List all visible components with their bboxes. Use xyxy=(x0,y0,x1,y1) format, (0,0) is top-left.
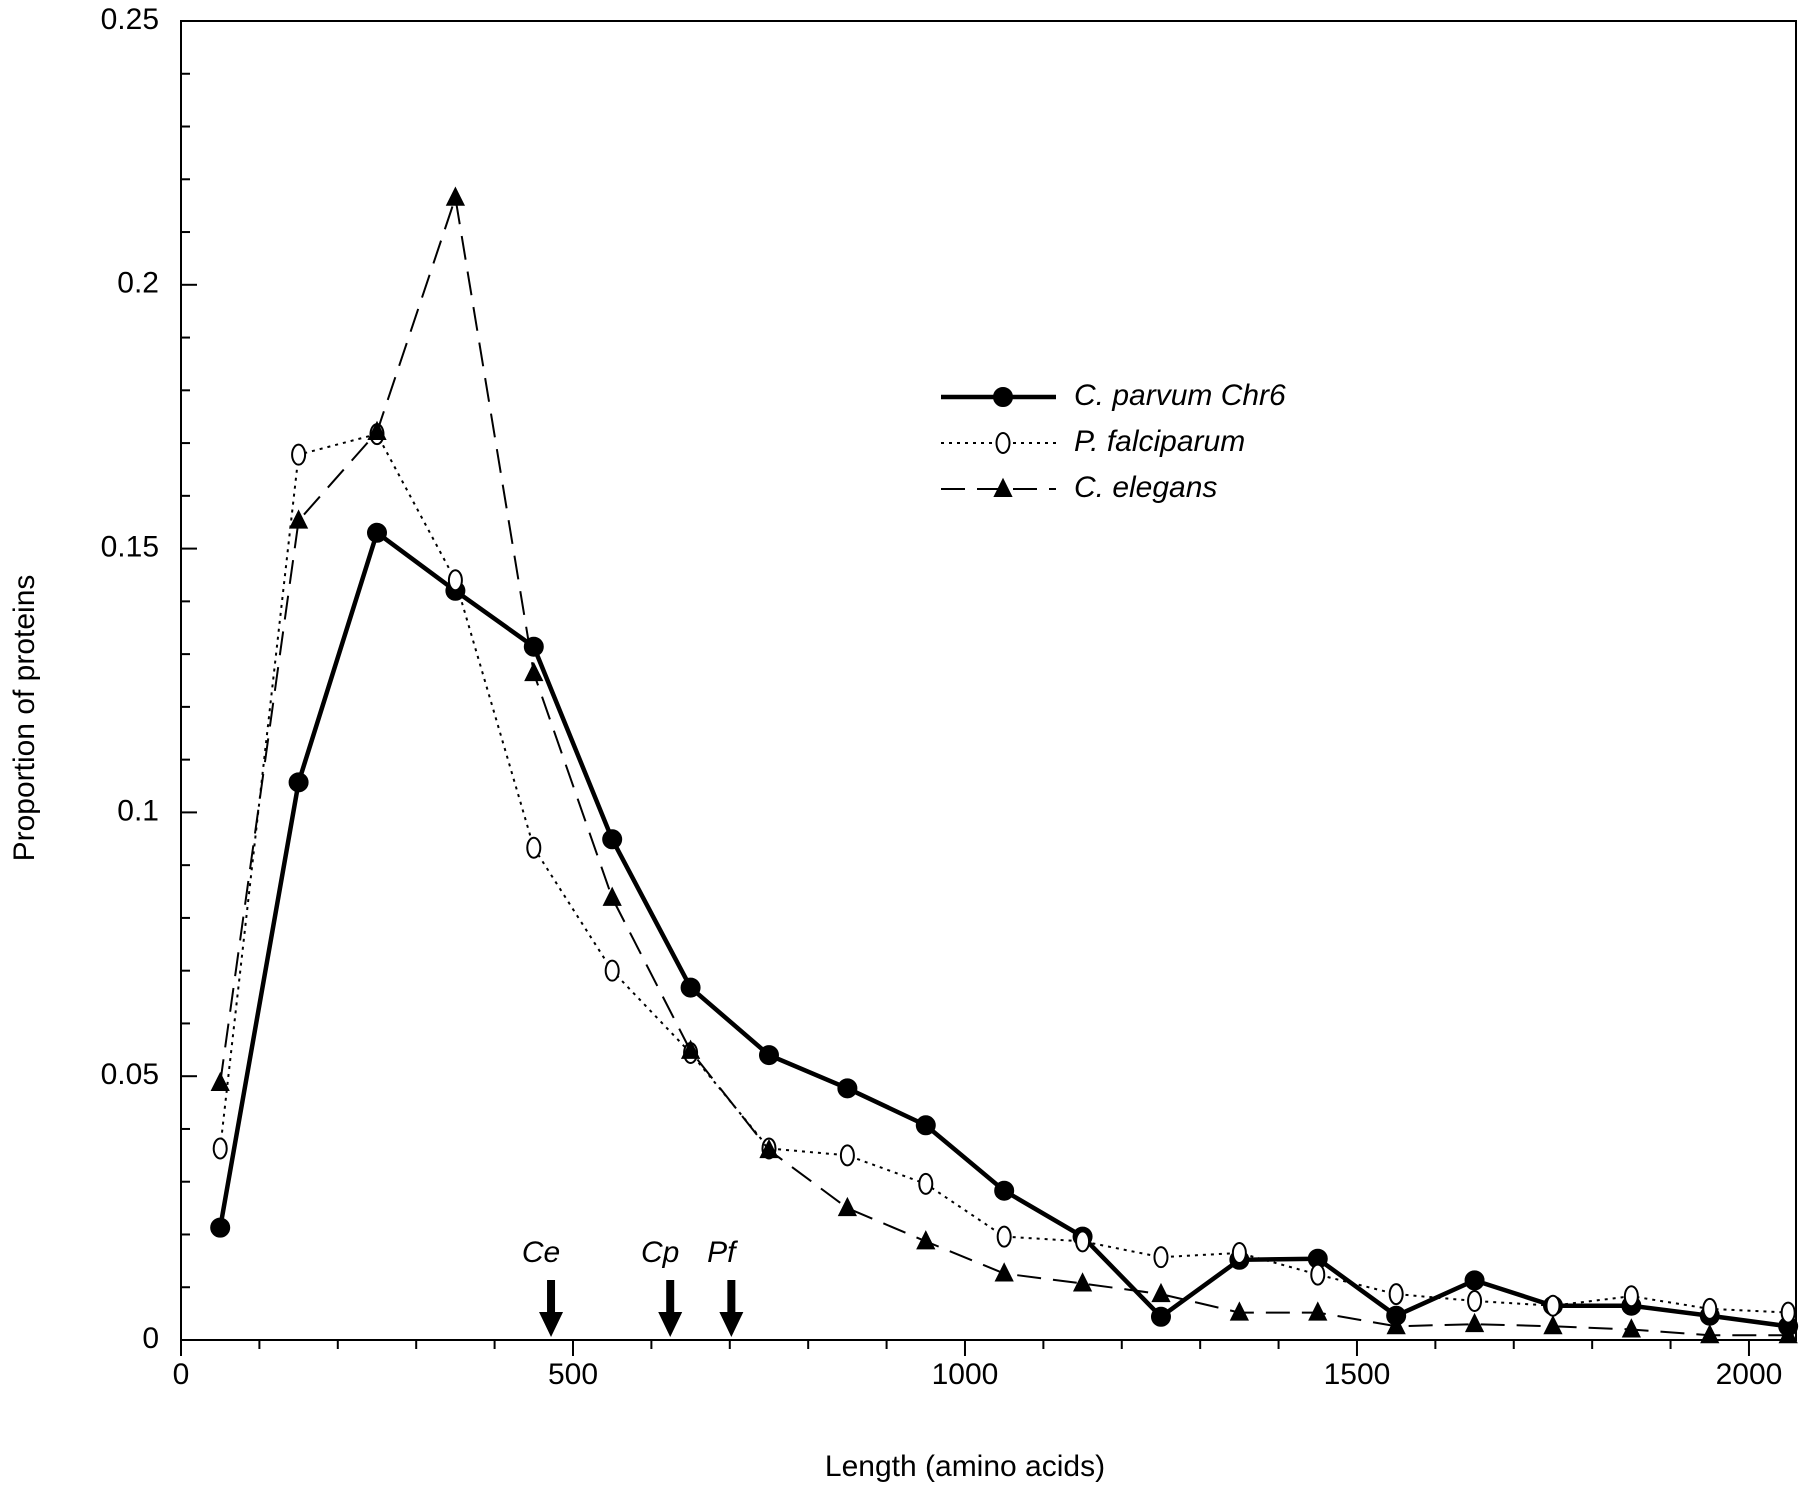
marker xyxy=(1467,1289,1483,1312)
x-tick-label: 500 xyxy=(548,1358,598,1391)
series-line xyxy=(219,197,1789,1337)
marker xyxy=(445,186,466,206)
x-tick-label: 0 xyxy=(173,1358,190,1391)
marker xyxy=(837,1196,858,1217)
marker xyxy=(1623,1285,1639,1308)
marker xyxy=(1545,1294,1561,1317)
marker xyxy=(915,1115,936,1136)
marker xyxy=(1231,1241,1247,1264)
marker xyxy=(367,420,387,441)
marker xyxy=(839,1144,855,1167)
marker xyxy=(1702,1297,1718,1320)
marker xyxy=(291,443,307,466)
marker xyxy=(1700,1324,1720,1344)
marker xyxy=(210,1217,231,1238)
marker xyxy=(994,1262,1014,1282)
legend-marker xyxy=(993,477,1013,497)
marker xyxy=(918,1172,934,1195)
x-tick-label: 2000 xyxy=(1716,1358,1783,1391)
y-tick-label: 0 xyxy=(142,1322,159,1355)
x-tick-label: 1000 xyxy=(932,1358,999,1391)
annotation-arrow xyxy=(539,1280,564,1337)
marker xyxy=(916,1230,936,1250)
marker xyxy=(288,509,309,529)
marker xyxy=(602,829,623,850)
y-tick-label: 0.2 xyxy=(117,267,159,300)
marker xyxy=(524,661,544,682)
marker xyxy=(1229,1301,1249,1321)
annotation-arrow xyxy=(658,1280,683,1337)
y-tick-label: 0.05 xyxy=(101,1058,159,1091)
marker xyxy=(604,959,620,982)
series-line xyxy=(219,432,1789,1314)
marker xyxy=(1780,1301,1796,1324)
marker xyxy=(602,886,622,906)
marker xyxy=(837,1078,858,1099)
y-axis-label: Proportion of proteins xyxy=(8,575,41,862)
marker xyxy=(1075,1230,1091,1253)
marker xyxy=(1621,1318,1641,1338)
legend-marker xyxy=(993,387,1013,407)
legend-label: C. elegans xyxy=(1074,471,1217,504)
y-tick-label: 0.1 xyxy=(117,794,159,827)
marker xyxy=(759,1138,779,1159)
marker xyxy=(1464,1270,1485,1291)
marker xyxy=(758,1045,779,1066)
marker xyxy=(1153,1246,1169,1269)
marker xyxy=(680,977,701,998)
marker xyxy=(1150,1306,1171,1327)
annotation-label: Pf xyxy=(707,1236,738,1269)
marker xyxy=(1388,1283,1404,1306)
marker xyxy=(210,1071,230,1092)
annotation-label: Cp xyxy=(641,1236,679,1269)
legend-marker xyxy=(995,432,1011,454)
legend-label: P. falciparum xyxy=(1074,425,1245,458)
marker xyxy=(1386,1315,1406,1335)
annotation-arrow xyxy=(719,1280,744,1337)
marker xyxy=(1778,1324,1798,1344)
marker xyxy=(447,569,463,592)
marker xyxy=(1308,1301,1328,1321)
marker xyxy=(996,1225,1012,1248)
y-tick-label: 0.25 xyxy=(101,3,159,36)
series-line xyxy=(217,529,1789,1329)
plot-frame xyxy=(180,20,1797,1341)
marker xyxy=(1151,1282,1171,1303)
marker xyxy=(1543,1315,1563,1335)
marker xyxy=(1072,1272,1093,1292)
x-tick-label: 1500 xyxy=(1324,1358,1391,1391)
marker xyxy=(994,1180,1015,1201)
y-tick-label: 0.15 xyxy=(101,531,159,564)
marker xyxy=(680,1039,701,1059)
marker xyxy=(212,1137,228,1160)
marker xyxy=(526,836,542,859)
annotation-label: Ce xyxy=(522,1236,560,1269)
x-axis-label: Length (amino acids) xyxy=(825,1450,1105,1483)
marker xyxy=(1310,1263,1326,1286)
marker xyxy=(1464,1312,1485,1333)
marker xyxy=(288,772,309,793)
legend-label: C. parvum Chr6 xyxy=(1074,379,1286,412)
marker xyxy=(366,522,387,543)
